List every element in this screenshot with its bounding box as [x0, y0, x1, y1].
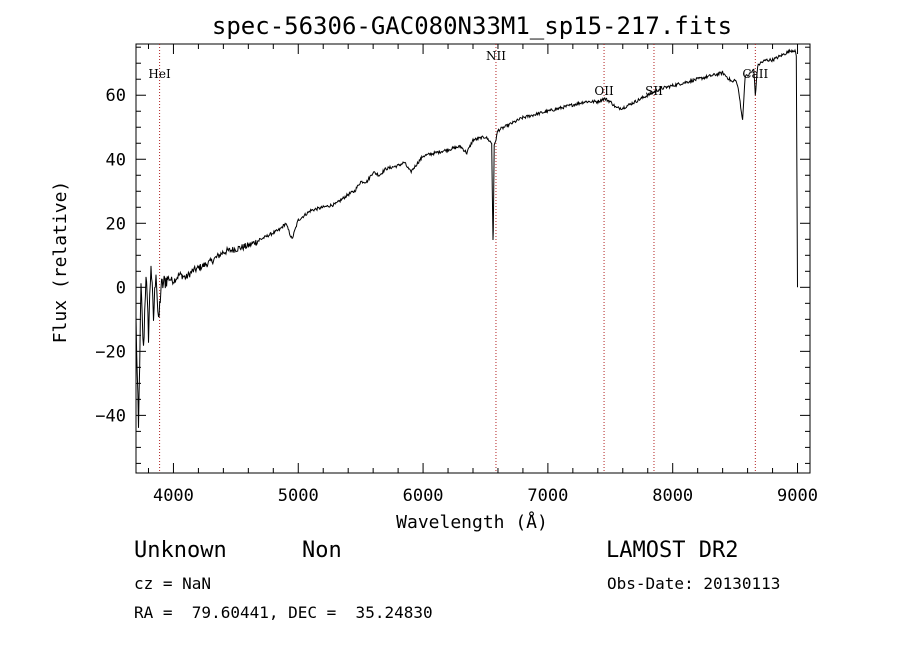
survey-name: LAMOST DR2 — [606, 538, 739, 563]
x-tick-label: 7000 — [527, 486, 568, 506]
line-marker-label: OII — [594, 84, 614, 98]
line-marker-label: CaII — [742, 67, 768, 81]
y-axis-label: Flux (relative) — [50, 181, 71, 344]
line-marker-label: HeI — [148, 67, 171, 81]
line-marker-label: NII — [486, 49, 506, 63]
x-tick-label: 6000 — [403, 486, 444, 506]
y-tick-label: 20 — [106, 214, 126, 234]
chart-title: spec-56306-GAC080N33M1_sp15-217.fits — [212, 12, 732, 40]
y-tick-label: −40 — [95, 406, 126, 426]
x-tick-label: 9000 — [777, 486, 818, 506]
y-tick-label: 60 — [106, 86, 126, 106]
y-tick-label: 0 — [116, 278, 126, 298]
x-tick-label: 4000 — [153, 486, 194, 506]
x-tick-label: 8000 — [652, 486, 693, 506]
obs-date: Obs-Date: 20130113 — [607, 574, 781, 593]
x-tick-label: 5000 — [278, 486, 319, 506]
plot-frame — [135, 43, 811, 474]
y-tick-label: 40 — [106, 150, 126, 170]
x-axis-label: Wavelength (Å) — [396, 511, 548, 533]
axis-ticks — [136, 44, 810, 473]
coordinates-text: RA = 79.60441, DEC = 35.24830 — [134, 603, 433, 622]
object-name: Unknown — [134, 538, 227, 563]
spectrum-line — [135, 48, 798, 428]
tick-labels: 4000 5000 6000 7000 8000 9000 −40 −20 0 20 40 60 — [95, 86, 818, 506]
y-tick-label: −20 — [95, 342, 126, 362]
object-class: Non — [302, 538, 342, 563]
redshift-text: cz = NaN — [134, 574, 212, 593]
